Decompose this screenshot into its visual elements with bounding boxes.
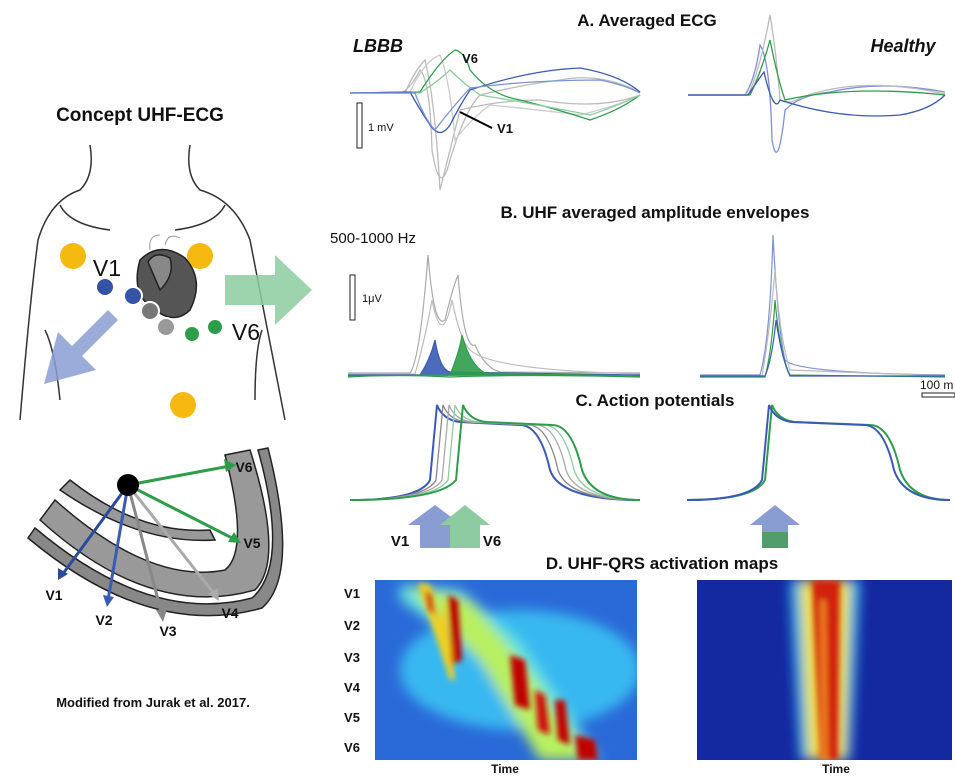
citation: Modified from Jurak et al. 2017. [56,695,250,710]
action-potentials [350,405,950,500]
lead-label: V1 [497,121,513,136]
uhf-envelopes-shape [348,255,640,373]
activation-arrows [408,505,800,548]
v1-arrow [44,310,118,384]
vector-label: V4 [221,605,238,621]
panel-d: D. UHF-QRS activation maps [344,554,952,776]
panel-title: A. Averaged ECG [577,11,717,30]
figure: Concept UHF-ECG V1 V6 [0,0,955,776]
group-label: LBBB [353,36,403,56]
action-potentials-shape [687,405,950,500]
panel-title: B. UHF averaged amplitude envelopes [501,203,810,222]
band-label: 500-1000 Hz [330,230,416,247]
chest-electrodes-shape [157,318,175,336]
action-potentials-shape [350,405,640,500]
uhf-envelopes-shape [700,320,945,376]
ecg-traces-shape [688,45,945,152]
panel-title: C. Action potentials [576,391,735,410]
heart-shape [150,235,180,250]
group-label: Healthy [870,36,936,56]
action-potentials-shape [350,405,640,500]
row-label: V4 [344,680,361,695]
row-label: V6 [344,740,360,755]
torso-label: V1 [93,255,121,281]
chest-electrodes-shape [141,302,159,320]
panel-title: D. UHF-QRS activation maps [546,554,778,573]
vector-arrowheads-shape [156,609,167,622]
scale-label: 1μV [362,293,382,305]
panel-b: B. UHF averaged amplitude envelopes 500-… [330,203,955,397]
concept-panel: Concept UHF-ECG V1 V6 [20,105,312,710]
vector-label: V2 [95,612,112,628]
chest-electrodes-shape [124,287,142,305]
uhf-envelopes-shape [348,376,640,378]
chest-electrodes-shape [97,279,113,295]
v6-arrow [225,255,312,325]
chest-electrodes-shape [207,319,223,335]
action-potentials-shape [687,405,950,500]
yellow-electrodes-shape [60,243,86,269]
panel-a: A. Averaged ECG LBBB Healthy 1 mV V6 V1 [350,11,945,190]
action-potentials-shape [350,405,640,500]
activation-map-lbbb [375,580,640,760]
row-label: V5 [344,710,360,725]
vector-arrowheads-shape [103,595,114,607]
activation-arrows-shape [762,532,788,548]
vector-label: V5 [243,535,260,551]
vector-label: V6 [235,459,252,475]
heart-center [117,474,139,496]
chest-electrodes-shape [184,326,200,342]
lead-label: V1 [391,533,409,550]
lead-vectors-shape [128,466,230,485]
lead-label: V6 [483,533,501,550]
row-label: V1 [344,586,360,601]
ecg-traces [350,15,945,190]
panel-c: C. Action potentials V1 V6 [350,391,950,550]
time-scale-label: 100 m [920,378,953,392]
concept-title: Concept UHF-ECG [56,105,224,126]
activation-map-healthy [697,580,952,760]
uhf-envelopes-shape [700,300,945,377]
torso-label: V6 [232,319,260,345]
row-label: V2 [344,618,360,633]
uhf-envelopes-shape [348,300,640,374]
uhf-envelopes-shape [700,235,945,375]
scale-bar [350,275,355,320]
uhf-envelopes-shape [700,270,945,376]
x-label: Time [822,762,850,776]
ecg-traces-shape [688,15,945,102]
action-potentials-shape [350,405,640,500]
x-label: Time [491,762,519,776]
row-label: V3 [344,650,360,665]
uhf-envelopes [348,235,945,377]
yellow-electrodes-shape [170,392,196,418]
lead-label: V6 [462,51,478,66]
scale-bar [357,103,362,148]
vector-label: V1 [45,587,62,603]
action-potentials-shape [350,405,640,500]
time-scale-bar [922,393,955,397]
scale-label: 1 mV [368,122,394,134]
vector-label: V3 [159,623,176,639]
